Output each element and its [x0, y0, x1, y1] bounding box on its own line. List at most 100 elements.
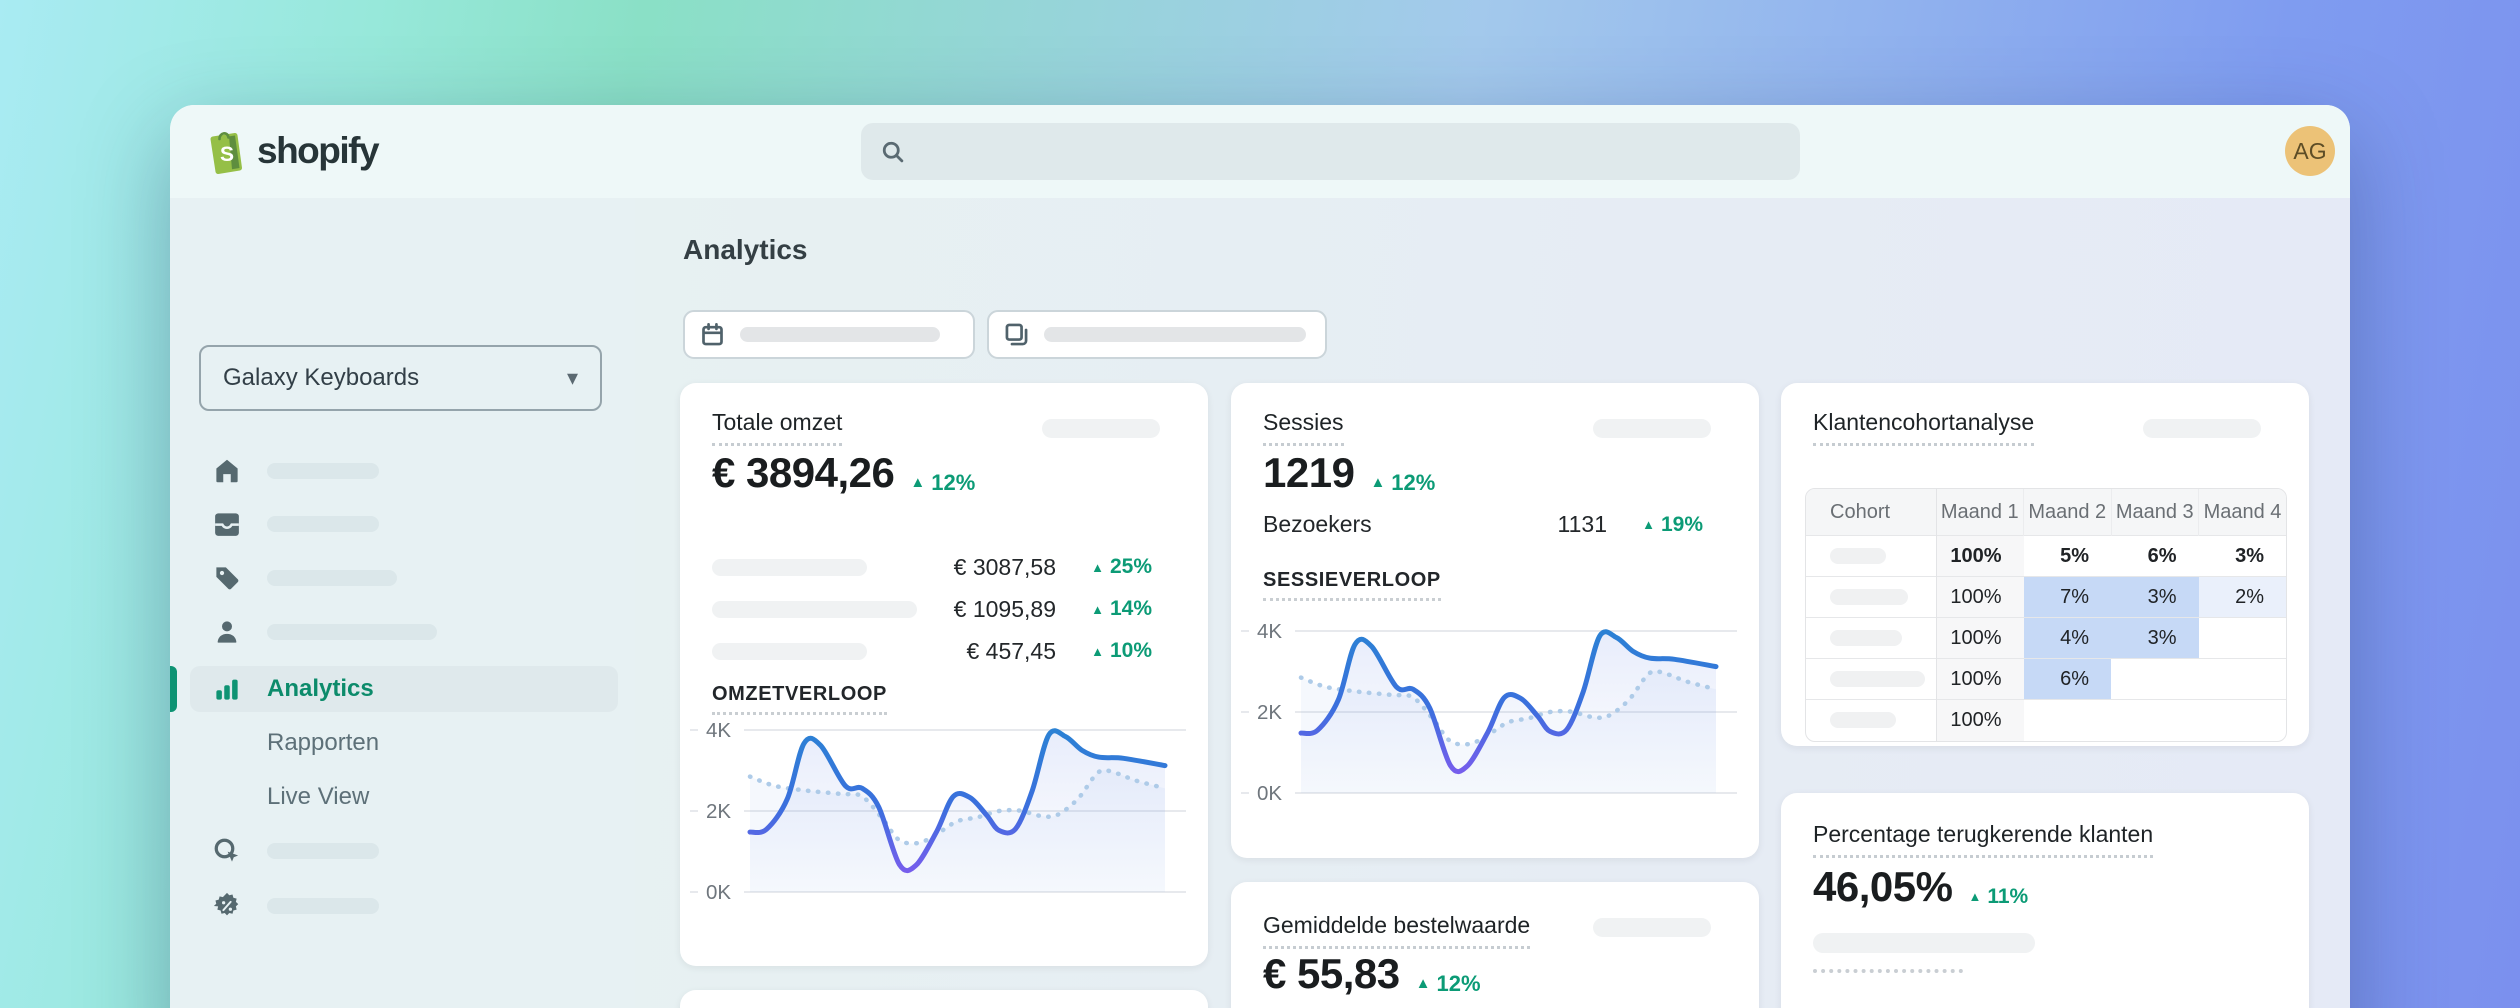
sessions-card: Sessies 1219 ▲ 12% Bezoekers 1131 ▲ 19% SE… — [1231, 383, 1759, 858]
cohort-table: Cohort Maand 1 Maand 2 Maand 3 Maand 4 100% 5%… — [1806, 489, 2286, 741]
skeleton-pill — [1042, 419, 1160, 438]
sidebar-subitem-label: Live View — [267, 783, 370, 810]
metric-value: 46,05% — [1813, 863, 1953, 910]
returning-value-row: 46,05% ▲ 11% — [1813, 863, 2028, 911]
cohort-cell — [2198, 617, 2286, 659]
cohort-label-skeleton — [1806, 576, 1936, 618]
cohort-label-skeleton — [1806, 535, 1936, 577]
cohort-cell: 6% — [2023, 658, 2111, 700]
svg-text:2K: 2K — [1257, 701, 1282, 724]
svg-text:S: S — [220, 143, 234, 166]
cohort-row: 100% 7% 3% 2% — [1806, 576, 2286, 618]
triangle-up-icon: ▲ — [910, 474, 926, 491]
app-window: S shopify AG Galaxy Keyboards ▾ — [170, 105, 2350, 1008]
sidebar-item-products[interactable] — [190, 555, 618, 601]
cohort-cell: 2% — [2198, 576, 2286, 618]
cohort-cell — [2198, 699, 2286, 741]
delta-badge: ▲ 19% — [1642, 512, 1703, 536]
cohort-cell: 4% — [2023, 617, 2111, 659]
sidebar-item-rapporten[interactable]: Rapporten — [190, 720, 618, 766]
delta-badge: ▲ 12% — [910, 469, 976, 495]
person-icon — [217, 621, 237, 643]
revenue-breakdown: € 3087,58 ▲ 25% € 1095,89 ▲ 14% € 457,45 ▲… — [712, 546, 1152, 672]
column-2: Sessies 1219 ▲ 12% Bezoekers 1131 ▲ 19% SE… — [1231, 198, 1759, 1008]
delta-badge: ▲ 12% — [1415, 970, 1481, 996]
cohort-cell — [2111, 699, 2199, 741]
revenue-breakdown-row: € 3087,58 ▲ 25% — [712, 546, 1152, 588]
triangle-up-icon: ▲ — [1642, 517, 1655, 532]
card-title[interactable]: Gemiddelde bestelwaarde — [1263, 912, 1531, 949]
target-click-icon — [214, 838, 239, 862]
page-title: Analytics — [683, 234, 808, 265]
sidebar-item-orders[interactable] — [190, 501, 618, 547]
delta-badge: ▲ 11% — [1968, 884, 2029, 908]
section-label[interactable]: SESSIEVERLOOP — [1263, 569, 1441, 601]
cohort-label-skeleton — [1806, 617, 1936, 659]
skeleton-label — [712, 600, 917, 618]
visitors-label: Bezoekers — [1263, 511, 1372, 537]
cohort-header: Maand 4 — [2198, 489, 2286, 536]
cohort-cell: 100% — [1935, 617, 2024, 659]
skeleton-value — [1044, 327, 1306, 342]
date-range-filter[interactable] — [683, 310, 975, 359]
analytics-bars-icon — [216, 679, 238, 700]
global-search-input[interactable] — [861, 123, 1800, 180]
svg-text:0K: 0K — [706, 881, 731, 904]
search-icon — [882, 141, 904, 162]
card-title[interactable]: Sessies — [1263, 409, 1344, 446]
cohort-row: 100% 5% 6% 3% — [1806, 535, 2286, 577]
section-label[interactable]: OMZETVERLOOP — [712, 683, 887, 715]
user-avatar[interactable]: AG — [2285, 126, 2335, 176]
skeleton-label — [267, 843, 379, 859]
compare-period-filter[interactable] — [987, 310, 1327, 359]
sessions-chart: 4K 2K 0K — [1241, 619, 1737, 806]
cohort-cell: 100% — [1935, 535, 2024, 577]
cohort-label-skeleton — [1806, 699, 1936, 741]
cohort-cell: 100% — [1935, 658, 2024, 700]
dotted-underline — [1813, 969, 1963, 973]
total-revenue-card: Totale omzet € 3894,26 ▲ 12% € 3087,58 ▲ 2… — [680, 383, 1208, 966]
sidebar-item-discounts[interactable] — [190, 883, 618, 929]
sidebar-item-home[interactable] — [190, 448, 618, 494]
triangle-up-icon: ▲ — [1091, 559, 1104, 575]
cohort-header: Maand 2 — [2023, 489, 2111, 536]
sidebar-item-marketing[interactable] — [190, 828, 618, 874]
metric-value: € 3087,58 — [953, 553, 1056, 580]
chevron-down-icon: ▾ — [566, 365, 578, 390]
cohort-cell: 7% — [2023, 576, 2111, 618]
svg-text:0K: 0K — [1257, 782, 1282, 805]
calendar-icon — [702, 323, 723, 346]
sidebar-item-analytics[interactable]: Analytics — [190, 666, 618, 712]
cohort-header-row: Cohort Maand 1 Maand 2 Maand 3 Maand 4 — [1806, 489, 2286, 536]
sidebar-item-customers[interactable] — [190, 609, 618, 655]
delta-badge: ▲ 25% — [1091, 555, 1152, 578]
sidebar-subitem-label: Rapporten — [267, 729, 380, 756]
returning-customers-card: Percentage terugkerende klanten 46,05% ▲… — [1781, 793, 2309, 1008]
skeleton-pill — [1593, 918, 1711, 937]
skeleton-label — [267, 463, 379, 479]
topbar: S shopify AG — [170, 105, 2350, 200]
average-order-value-card: Gemiddelde bestelwaarde € 55,83 ▲ 12% — [1231, 882, 1759, 1008]
sidebar: Galaxy Keyboards ▾ — [170, 198, 637, 1008]
metric-value: € 55,83 — [1263, 950, 1400, 997]
cohort-header: Maand 3 — [2110, 489, 2199, 536]
visitors-row: Bezoekers 1131 ▲ 19% — [1263, 511, 1703, 538]
triangle-up-icon: ▲ — [1968, 889, 1982, 904]
sidebar-item-live-view[interactable]: Live View — [190, 774, 618, 820]
card-title[interactable]: Percentage terugkerende klanten — [1813, 821, 2154, 858]
skeleton-label — [712, 558, 867, 576]
cohort-cell: 6% — [2111, 535, 2199, 577]
cohort-cell — [2023, 699, 2111, 741]
cohort-row: 100% 6% — [1806, 658, 2286, 700]
cohort-cell — [2198, 658, 2286, 700]
column-3: Klantencohortanalyse Cohort Maand 1 Maand … — [1781, 198, 2309, 1008]
store-selector[interactable]: Galaxy Keyboards ▾ — [199, 345, 602, 411]
card-title[interactable]: Totale omzet — [712, 409, 843, 446]
home-icon — [216, 459, 238, 483]
cohort-table-wrap: Cohort Maand 1 Maand 2 Maand 3 Maand 4 100% 5%… — [1805, 488, 2287, 742]
orders-inbox-icon — [215, 513, 239, 536]
card-title[interactable]: Klantencohortanalyse — [1813, 409, 2035, 446]
sidebar-item-label: Analytics — [267, 675, 374, 702]
skeleton-label — [267, 898, 379, 914]
store-selector-label: Galaxy Keyboards — [223, 364, 420, 391]
